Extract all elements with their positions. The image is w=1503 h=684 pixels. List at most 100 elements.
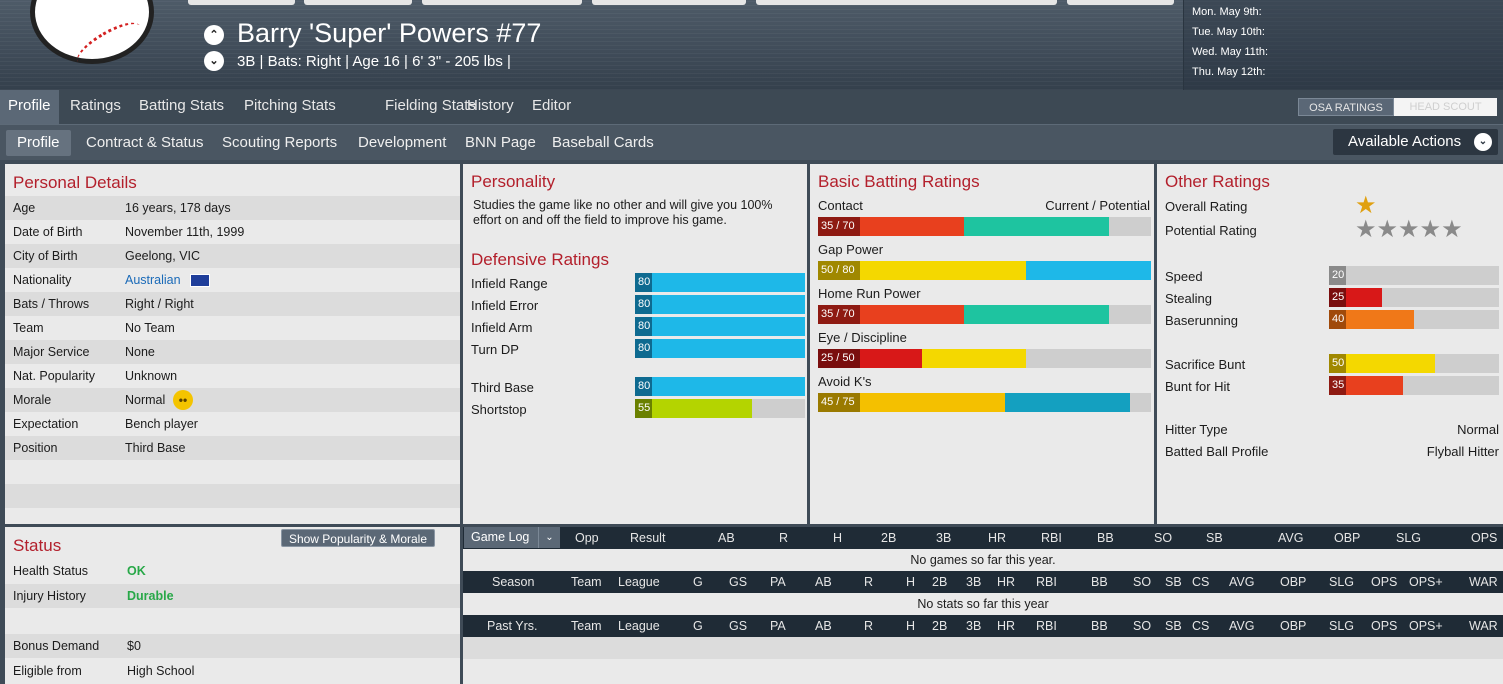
subtab-contract-status[interactable]: Contract & Status (86, 134, 204, 151)
status-panel: Status Health Status OK Injury History D… (5, 527, 460, 684)
detail-value: Right / Right (125, 297, 194, 311)
past-stats-header: Past Yrs. Team League G GS PA AB R H 2B 3B HR RBI BB S… (463, 615, 1503, 637)
column-header: League (618, 619, 660, 633)
other-rating-value: 25 (1329, 288, 1346, 307)
subtab-baseball-cards[interactable]: Baseball Cards (552, 134, 654, 151)
column-header: WAR (1469, 575, 1498, 589)
tab-pitching-stats[interactable]: Pitching Stats (244, 97, 336, 114)
column-header: SB (1165, 619, 1182, 633)
other-rating-bar: 40 (1329, 310, 1499, 329)
tab-profile[interactable]: Profile (0, 90, 59, 124)
other-rating-bar: 35 (1329, 376, 1499, 395)
defensive-rating-value: 80 (635, 339, 652, 358)
batting-rating-bar: 45 / 75 (818, 393, 1151, 412)
nationality-link[interactable]: Australian (125, 273, 181, 287)
header-button[interactable] (756, 0, 1057, 5)
subtab-bnn-page[interactable]: BNN Page (465, 134, 536, 151)
next-player-icon[interactable]: ⌄ (204, 51, 224, 71)
defensive-ratings-title: Defensive Ratings (471, 250, 609, 269)
column-header: BB (1091, 619, 1108, 633)
other-rating-bar: 50 (1329, 354, 1499, 373)
show-popularity-morale-button[interactable]: Show Popularity & Morale (281, 529, 435, 547)
column-header: RBI (1036, 575, 1057, 589)
other-rating-fill (1329, 310, 1414, 329)
detail-value: Bench player (125, 417, 198, 431)
header-button[interactable] (1067, 0, 1174, 5)
past-stats-row (463, 637, 1503, 659)
detail-row: Morale Normal •• (5, 388, 460, 412)
column-header: RBI (1036, 619, 1057, 633)
subtab-scouting-reports[interactable]: Scouting Reports (222, 134, 338, 151)
column-header: League (618, 575, 660, 589)
star-icon: ★ (1441, 216, 1463, 243)
status-label: Health Status (13, 564, 89, 578)
game-log-header: Opp Result AB R H 2B 3B HR RBI BB SO SB AVG OBP SLG OPS (463, 527, 1503, 549)
tab-history[interactable]: History (467, 97, 514, 114)
batting-rating-value: 35 / 70 (818, 217, 860, 236)
subtab-profile[interactable]: Profile (6, 130, 71, 156)
column-header: AVG (1278, 531, 1304, 545)
header-button[interactable] (422, 0, 582, 5)
defensive-rating-bar: 55 (635, 399, 805, 418)
detail-row: Team No Team (5, 316, 460, 340)
batting-rating-bar: 50 / 80 (818, 261, 1151, 280)
status-row: Injury History Durable (5, 584, 460, 608)
column-header: 2B (932, 575, 948, 589)
column-header: OBP (1280, 575, 1307, 589)
status-label: Injury History (13, 589, 86, 603)
star-icon: ★ (1398, 216, 1420, 243)
personal-details-title: Personal Details (13, 173, 137, 192)
column-header: SB (1165, 575, 1182, 589)
column-header: SLG (1396, 531, 1422, 545)
detail-row: Expectation Bench player (5, 412, 460, 436)
head-scout-toggle[interactable]: HEAD SCOUT (1394, 98, 1497, 116)
defensive-rating-label: Infield Arm (471, 320, 533, 335)
tab-batting-stats[interactable]: Batting Stats (139, 97, 225, 114)
defensive-rating-fill (635, 399, 752, 418)
defensive-rating-value: 80 (635, 377, 652, 396)
header-button[interactable] (304, 0, 412, 5)
schedule-day: Wed. May 11th: (1192, 46, 1269, 58)
game-log-empty: No games so far this year. (463, 549, 1503, 571)
main-tabs: Profile Ratings Batting Stats Pitching S… (0, 90, 1503, 124)
detail-row: Nat. Popularity Unknown (5, 364, 460, 388)
column-header: R (864, 619, 874, 633)
batting-current-fill (818, 393, 1006, 412)
hitter-type-label: Hitter Type (1165, 422, 1228, 437)
overall-rating-stars: ★ (1355, 194, 1377, 218)
available-actions-button[interactable]: Available Actions ⌄ (1333, 129, 1498, 155)
osa-ratings-toggle[interactable]: OSA RATINGS (1298, 98, 1394, 116)
detail-value: Geelong, VIC (125, 249, 201, 263)
header-button[interactable] (188, 0, 295, 5)
batting-rating-bar: 35 / 70 (818, 305, 1151, 324)
detail-value: Third Base (125, 441, 186, 455)
column-header: OPS (1371, 575, 1398, 589)
game-log-dropdown-label: Game Log (471, 530, 530, 544)
column-header: R (779, 531, 789, 545)
detail-label: Team (13, 321, 44, 335)
game-log-dropdown[interactable]: Game Log ⌄ (464, 527, 560, 548)
other-rating-value: 35 (1329, 376, 1346, 395)
tab-editor[interactable]: Editor (532, 97, 572, 114)
detail-value: November 11th, 1999 (125, 225, 245, 239)
column-header: RBI (1041, 531, 1062, 545)
defensive-rating-label: Infield Error (471, 298, 539, 313)
tab-fielding-stats[interactable]: Fielding Stats (385, 97, 476, 114)
column-header: AB (815, 619, 832, 633)
defensive-rating-fill (635, 377, 805, 396)
column-header: H (833, 531, 843, 545)
star-icon: ★ (1355, 192, 1377, 219)
previous-player-icon[interactable]: ⌃ (204, 25, 224, 45)
batting-rating-value: 25 / 50 (818, 349, 860, 368)
column-header: SLG (1329, 575, 1355, 589)
header-button[interactable] (592, 0, 746, 5)
tab-ratings[interactable]: Ratings (70, 97, 121, 114)
detail-row: Nationality Australian (5, 268, 460, 292)
detail-row: City of Birth Geelong, VIC (5, 244, 460, 268)
detail-label: Nat. Popularity (13, 369, 95, 383)
detail-label: Date of Birth (13, 225, 83, 239)
subtab-development[interactable]: Development (358, 134, 447, 151)
detail-label: Nationality (13, 273, 72, 287)
hitter-type-value: Normal (1457, 422, 1499, 437)
defensive-rating-fill (635, 273, 805, 292)
